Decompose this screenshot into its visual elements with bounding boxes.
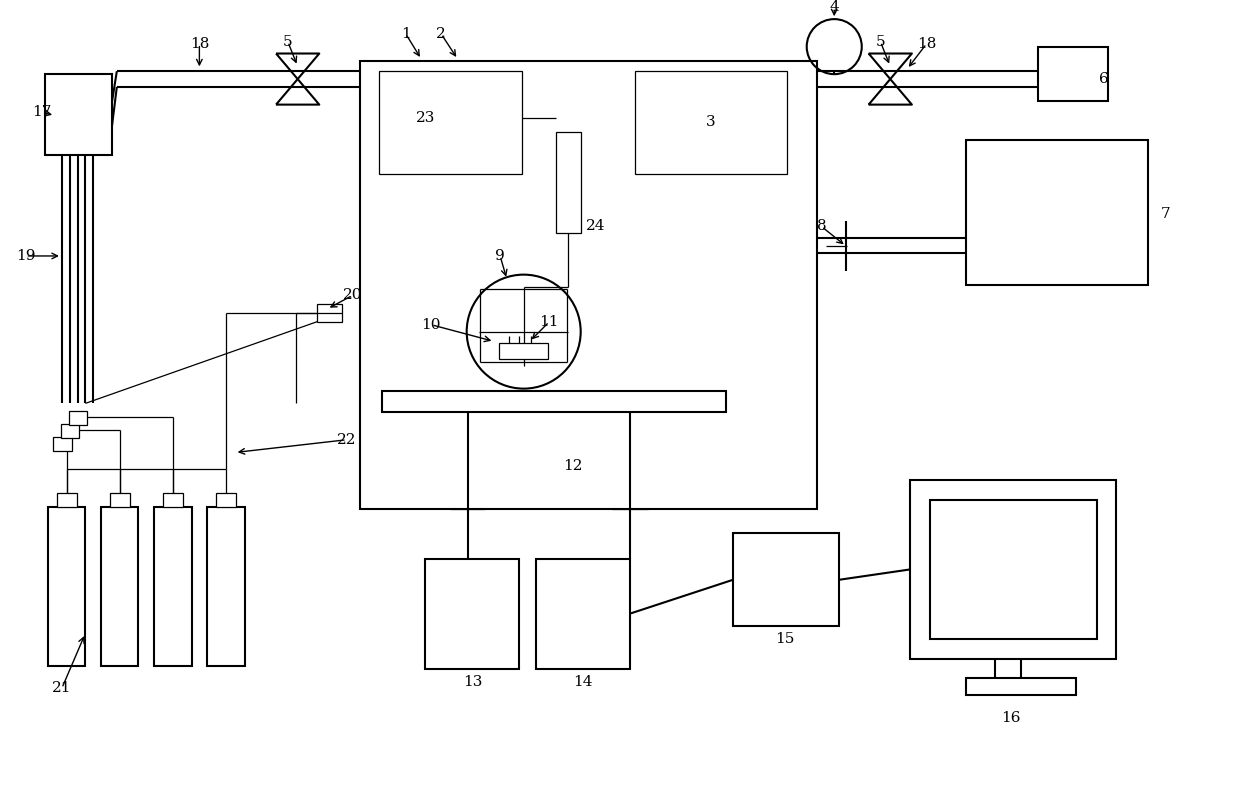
Text: 2: 2 bbox=[436, 27, 446, 41]
Text: 20: 20 bbox=[343, 288, 362, 303]
Bar bbox=[556, 132, 580, 233]
Text: 14: 14 bbox=[573, 675, 593, 690]
Text: 19: 19 bbox=[16, 249, 35, 263]
Bar bbox=[930, 500, 1096, 639]
Text: 9: 9 bbox=[495, 249, 505, 263]
Text: 8: 8 bbox=[817, 220, 826, 234]
Text: 4: 4 bbox=[830, 0, 839, 14]
Bar bbox=[102, 506, 139, 666]
Bar bbox=[1038, 47, 1109, 100]
Text: 10: 10 bbox=[422, 318, 441, 332]
Bar bbox=[57, 493, 77, 506]
Text: 11: 11 bbox=[539, 314, 559, 329]
Bar bbox=[110, 493, 130, 506]
Bar bbox=[537, 559, 630, 668]
Text: 23: 23 bbox=[415, 111, 435, 126]
Bar bbox=[317, 304, 342, 322]
Bar bbox=[68, 412, 87, 425]
Text: 17: 17 bbox=[32, 106, 52, 119]
Text: 1: 1 bbox=[401, 27, 410, 41]
Bar bbox=[379, 71, 522, 175]
Text: 12: 12 bbox=[563, 459, 583, 473]
Text: 24: 24 bbox=[585, 220, 605, 234]
Bar bbox=[162, 493, 182, 506]
Bar bbox=[207, 506, 244, 666]
Bar bbox=[216, 493, 236, 506]
Bar bbox=[966, 140, 1148, 285]
Text: 21: 21 bbox=[52, 681, 72, 695]
Text: 18: 18 bbox=[916, 36, 936, 51]
Bar bbox=[910, 480, 1116, 659]
Text: 6: 6 bbox=[1099, 72, 1109, 86]
Text: 15: 15 bbox=[775, 632, 795, 646]
Bar bbox=[966, 678, 1076, 695]
Bar bbox=[45, 74, 112, 155]
Bar bbox=[425, 559, 518, 668]
Text: 22: 22 bbox=[337, 433, 357, 446]
Bar bbox=[53, 437, 72, 450]
Bar bbox=[61, 424, 79, 438]
Bar bbox=[500, 344, 548, 359]
Text: 13: 13 bbox=[463, 675, 482, 690]
Bar bbox=[48, 506, 86, 666]
Bar bbox=[360, 62, 817, 509]
Text: 7: 7 bbox=[1161, 207, 1171, 220]
Text: 18: 18 bbox=[190, 36, 210, 51]
Text: 3: 3 bbox=[706, 115, 715, 130]
Bar bbox=[635, 71, 787, 175]
Bar bbox=[154, 506, 191, 666]
Text: 16: 16 bbox=[1002, 711, 1021, 725]
Text: 5: 5 bbox=[283, 35, 293, 49]
Text: 5: 5 bbox=[875, 35, 885, 49]
Bar bbox=[733, 533, 839, 626]
Bar bbox=[382, 390, 727, 412]
